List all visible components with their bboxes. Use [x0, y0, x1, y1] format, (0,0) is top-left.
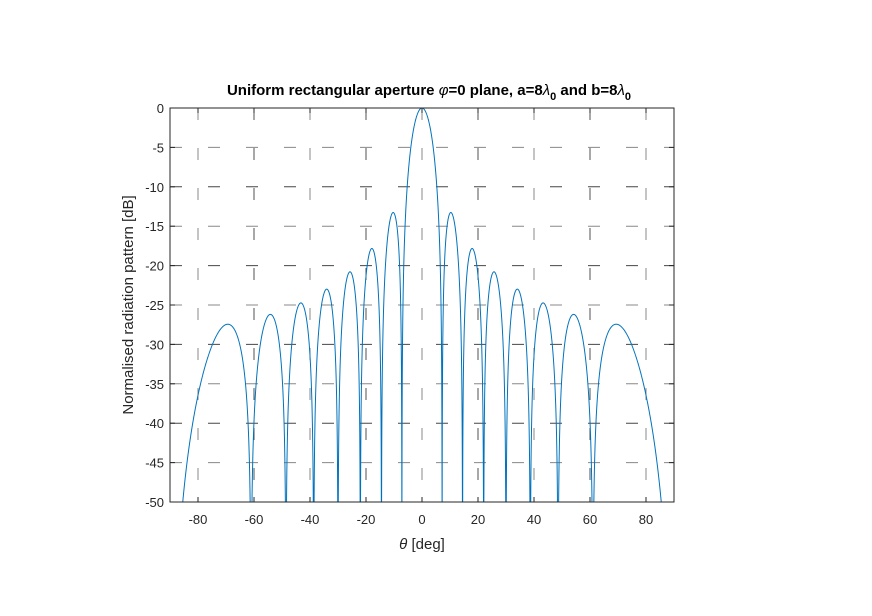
- chart-title: Uniform rectangular aperture φ=0 plane, …: [227, 82, 631, 103]
- y-tick-label: 0: [157, 101, 164, 116]
- y-tick-label: -10: [145, 180, 164, 195]
- x-tick-label: 20: [471, 512, 485, 527]
- x-tick-label: 80: [639, 512, 653, 527]
- y-tick-label: -25: [145, 298, 164, 313]
- x-tick-label: -40: [301, 512, 320, 527]
- y-tick-label: -50: [145, 495, 164, 510]
- y-tick-label: -45: [145, 456, 164, 471]
- x-tick-label: 60: [583, 512, 597, 527]
- y-tick-label: -20: [145, 259, 164, 274]
- x-tick-label: 0: [418, 512, 425, 527]
- y-axis-ticks: 0 -5 -10 -15 -20 -25 -30 -35 -40 -45 -50: [145, 101, 674, 510]
- x-tick-label: -80: [189, 512, 208, 527]
- x-axis-ticks: -80 -60 -40 -20 0 20 40 60 80: [189, 108, 653, 527]
- y-axis-title: Normalised radiation pattern [dB]: [120, 195, 137, 414]
- x-axis-title: θ [deg]: [399, 536, 445, 553]
- y-tick-label: -35: [145, 377, 164, 392]
- y-tick-label: -30: [145, 337, 164, 352]
- series-line-radiation-pattern: [182, 108, 662, 502]
- plot-series-group: [182, 108, 662, 502]
- y-tick-label: -5: [152, 140, 164, 155]
- x-tick-label: -60: [245, 512, 264, 527]
- x-tick-label: 40: [527, 512, 541, 527]
- y-tick-label: -15: [145, 219, 164, 234]
- x-tick-label: -20: [357, 512, 376, 527]
- y-tick-label: -40: [145, 416, 164, 431]
